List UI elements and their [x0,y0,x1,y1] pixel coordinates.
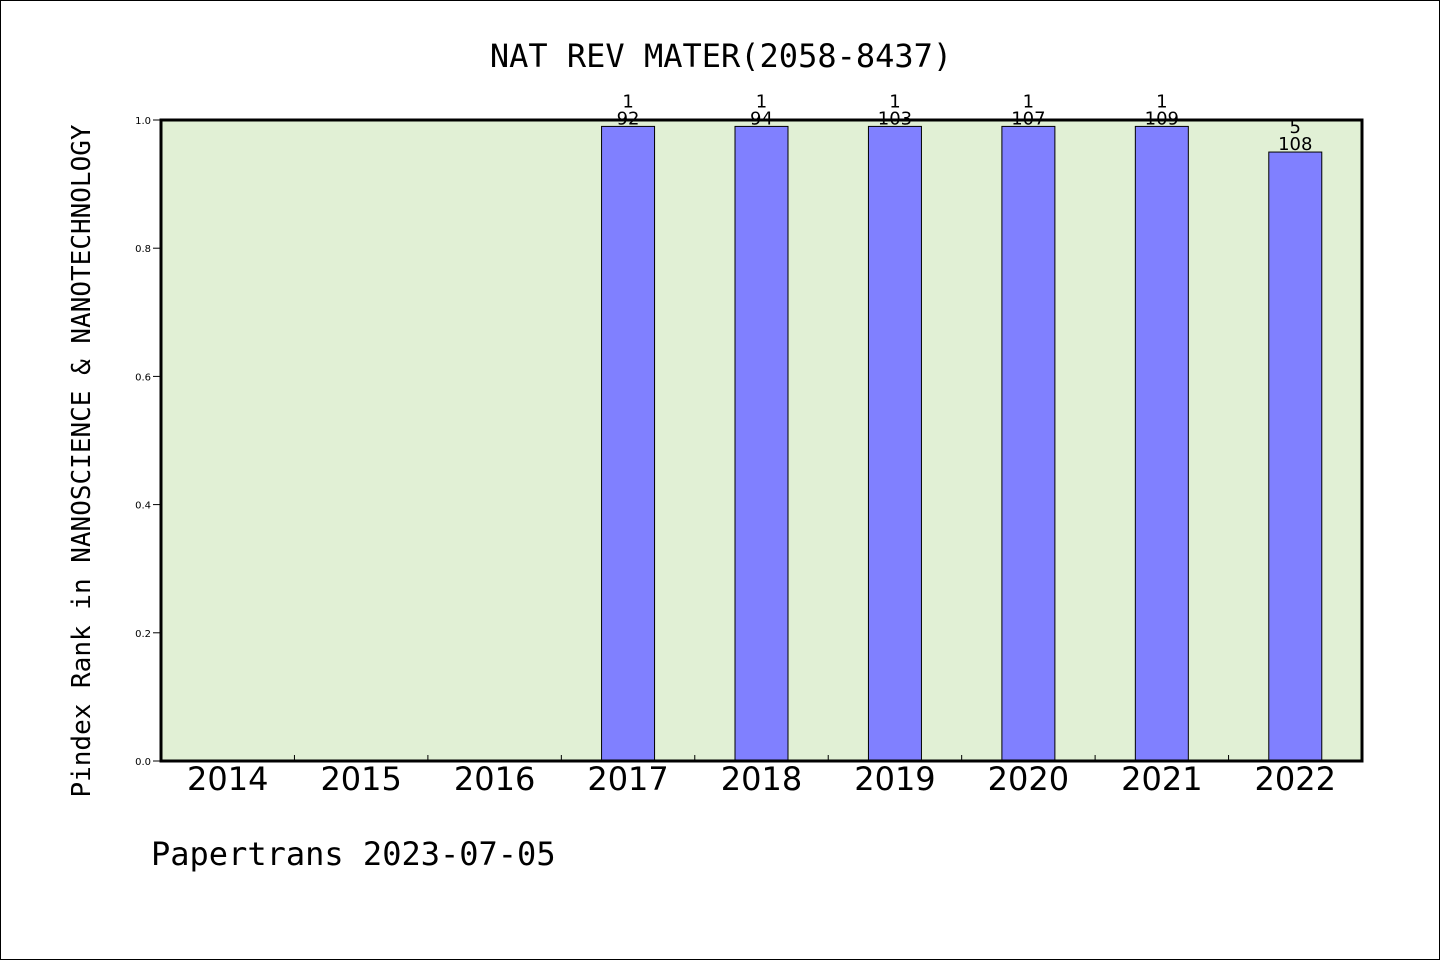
x-tick-label-2021: 2021 [1121,760,1202,798]
y-tick-label-4: 0.8 [135,244,151,255]
chart-title: NAT REV MATER(2058-8437) [490,37,952,75]
x-tick-label-2014: 2014 [187,760,268,798]
bar-2018 [734,125,789,762]
x-tick-label-2015: 2015 [320,760,401,798]
rank-label-2018: 1 [756,91,767,112]
bar-2019 [867,125,922,762]
x-tick-label-2016: 2016 [454,760,535,798]
bar-2020 [1001,125,1056,762]
footer-caption: Papertrans 2023-07-05 [151,835,556,873]
rank-label-2019: 1 [889,91,900,112]
rank-label-2020: 1 [1023,91,1034,112]
y-tick-label-1: 0.2 [135,629,151,640]
y-axis: 0.0 0.2 0.4 0.6 0.8 1.0 [135,116,161,768]
x-tick-label-2020: 2020 [988,760,1069,798]
total-label-2022: 108 [1278,134,1312,155]
rank-label-2021: 1 [1156,91,1167,112]
rank-label-2017: 1 [622,91,633,112]
y-tick-label-2: 0.4 [135,501,151,512]
bars [601,125,1323,762]
x-tick-label-2022: 2022 [1255,760,1336,798]
bar-2021 [1134,125,1189,762]
y-tick-label-0: 0.0 [135,757,151,768]
bar-2022 [1268,151,1323,762]
rank-label-2022: 5 [1290,117,1301,138]
y-tick-label-5: 1.0 [135,116,151,127]
plot-border [159,118,1364,763]
y-tick-label-3: 0.6 [135,372,151,383]
bar-2017 [601,125,656,762]
x-tick-label-2017: 2017 [587,760,668,798]
y-axis-label: Pindex Rank in NANOSCIENCE & NANOTECHNOL… [67,124,97,797]
x-tick-label-2019: 2019 [854,760,935,798]
x-tick-label-2018: 2018 [721,760,802,798]
x-axis: 2014 2015 2016 2017 2018 2019 2020 2021 2022 [187,755,1336,798]
